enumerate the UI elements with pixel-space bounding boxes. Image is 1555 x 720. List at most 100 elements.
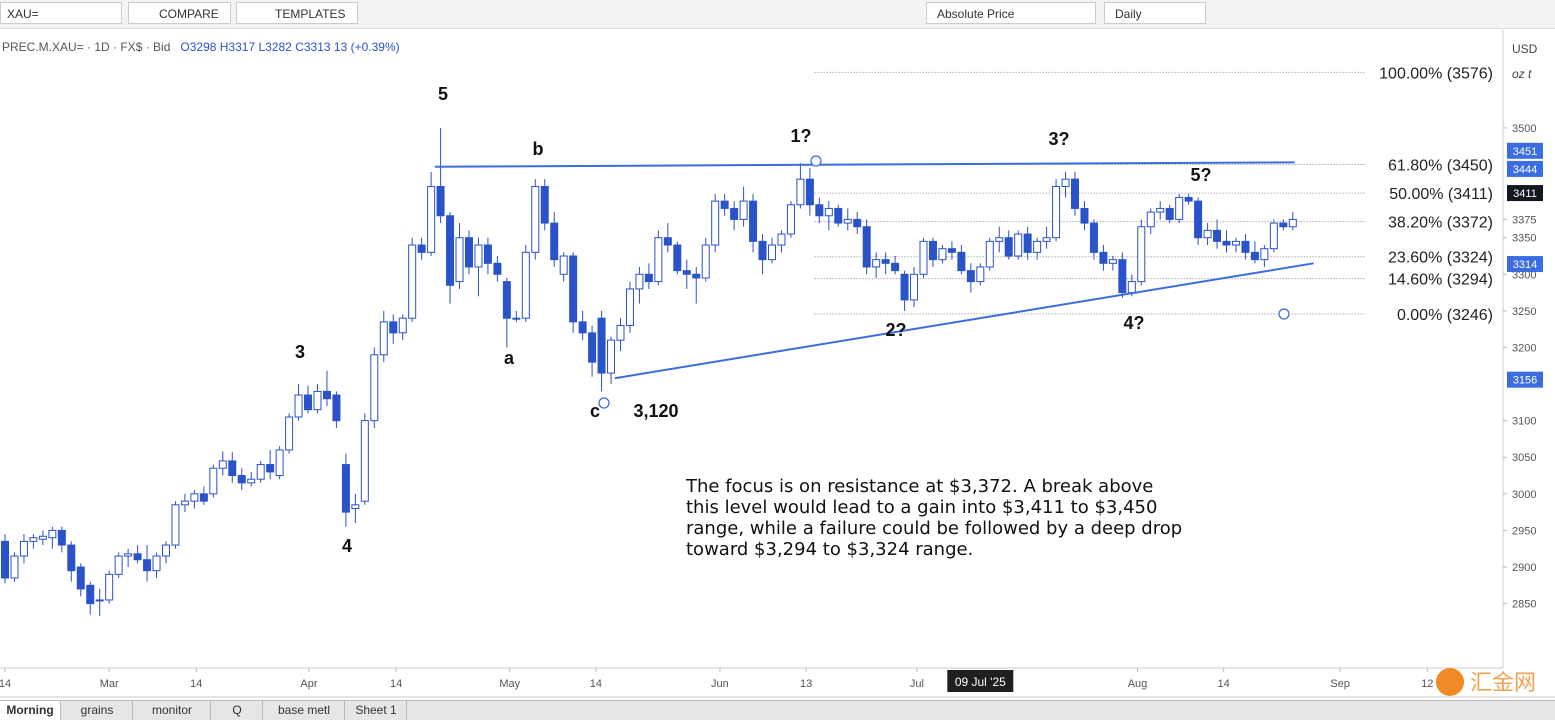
sheet-tab[interactable]: Morning: [0, 701, 61, 720]
candle-body: [1250, 251, 1259, 261]
candle-body: [578, 321, 587, 334]
candle-body: [625, 288, 634, 327]
candle-body: [786, 204, 795, 235]
wave-label: 1?: [790, 126, 811, 146]
x-tick-label: May: [499, 678, 520, 690]
candle-body: [285, 416, 294, 451]
y-tick-label: 3300: [1512, 269, 1536, 281]
candle-body: [1288, 218, 1297, 228]
candle-body: [86, 584, 95, 605]
templates-button[interactable]: TEMPLATES: [236, 2, 358, 24]
candle-body: [682, 270, 691, 275]
y-tick-label: 2850: [1512, 599, 1536, 611]
candle-body: [304, 394, 313, 411]
wave-label: 3?: [1048, 129, 1069, 149]
candle-body: [1279, 222, 1288, 228]
price-tag: [1507, 160, 1543, 177]
open: O3298: [180, 40, 217, 54]
candle-body: [143, 559, 152, 572]
candle-body: [796, 178, 805, 206]
candle-body: [928, 240, 937, 261]
candle-body: [976, 266, 985, 283]
price-mode-select[interactable]: Absolute Price: [926, 2, 1096, 24]
candle-body: [588, 332, 597, 363]
symbol-search[interactable]: XAU=: [0, 2, 122, 24]
candle-body: [1080, 207, 1089, 224]
candle-body: [313, 390, 322, 411]
candle-body: [1052, 185, 1061, 239]
x-tick-label: 14: [1218, 678, 1230, 690]
wave-label: 5: [438, 84, 448, 104]
candle-body: [48, 529, 57, 539]
wave-label: 3,120: [633, 401, 678, 421]
sheet-tab[interactable]: Sheet 1: [346, 701, 407, 720]
candle-body: [607, 339, 616, 374]
candle-body: [1269, 222, 1278, 250]
x-tick-label: 13: [800, 678, 812, 690]
candle-body: [1023, 233, 1032, 253]
candle-body: [1213, 229, 1222, 242]
candle-body: [1231, 240, 1240, 246]
sheet-tab[interactable]: base metl: [264, 701, 345, 720]
anchor-handle: [1278, 308, 1290, 320]
x-tick-label: 14: [190, 678, 202, 690]
candle-body: [644, 273, 653, 283]
candle-body: [190, 493, 199, 502]
candle-body: [768, 244, 777, 261]
fib-label: 38.20% (3372): [1388, 215, 1493, 232]
sheet-tab[interactable]: monitor: [134, 701, 211, 720]
candle-body: [38, 535, 47, 540]
candle-body: [805, 178, 814, 206]
price-tag: [1507, 256, 1543, 273]
candle-body: [531, 185, 540, 253]
candle-body: [493, 262, 502, 275]
candle-body: [161, 544, 170, 557]
y-tick-label: 2900: [1512, 562, 1536, 574]
fib-label: 0.00% (3246): [1397, 307, 1493, 324]
legend: PREC.M.XAU= · 1D · FX$ · Bid O3298 H3317…: [2, 40, 400, 54]
candle-body: [966, 270, 975, 283]
comment-line: range, while a failure could be followed…: [686, 518, 1182, 539]
candle-body: [1203, 229, 1212, 239]
candle-body: [692, 273, 701, 279]
candle-body: [455, 237, 464, 283]
y-tick-label: 3050: [1512, 452, 1536, 464]
crosshair-label: 09 Jul '25: [955, 675, 1006, 689]
candle-body: [1194, 200, 1203, 239]
candle-body: [701, 244, 710, 279]
candle-body: [322, 390, 331, 400]
wave-label: 3: [295, 342, 305, 362]
price-tag: [1507, 185, 1543, 202]
candle-body: [266, 464, 275, 473]
sheet-tab[interactable]: Q: [212, 701, 263, 720]
candle-body: [758, 240, 767, 261]
candle-body: [341, 464, 350, 513]
candle-body: [597, 317, 606, 374]
fib-label: 100.00% (3576): [1379, 65, 1493, 82]
x-tick-label: Jun: [711, 678, 729, 690]
candle-body: [891, 262, 900, 272]
candle-body: [417, 244, 426, 253]
candle-body: [1089, 222, 1098, 253]
price-tag: [1507, 142, 1543, 159]
fib-label: 50.00% (3411): [1389, 186, 1493, 203]
candle-body: [1222, 240, 1231, 246]
candle-body: [275, 449, 284, 477]
sheet-tab[interactable]: grains: [62, 701, 133, 720]
wave-label: 5?: [1190, 165, 1211, 185]
wave-label: a: [504, 348, 515, 368]
candle-body: [1137, 226, 1146, 283]
candle-body: [228, 460, 237, 477]
wave-label: 4: [342, 536, 352, 556]
candle-body: [872, 259, 881, 268]
candle-body: [133, 553, 142, 561]
candle-body: [824, 207, 833, 217]
fib-label: 23.60% (3324): [1388, 250, 1493, 267]
compare-button[interactable]: COMPARE: [128, 2, 231, 24]
candle-body: [332, 394, 341, 422]
y-tick-label: 3375: [1512, 214, 1536, 226]
candle-body: [995, 237, 1004, 242]
interval-select[interactable]: Daily: [1104, 2, 1206, 24]
candle-body: [616, 325, 625, 341]
